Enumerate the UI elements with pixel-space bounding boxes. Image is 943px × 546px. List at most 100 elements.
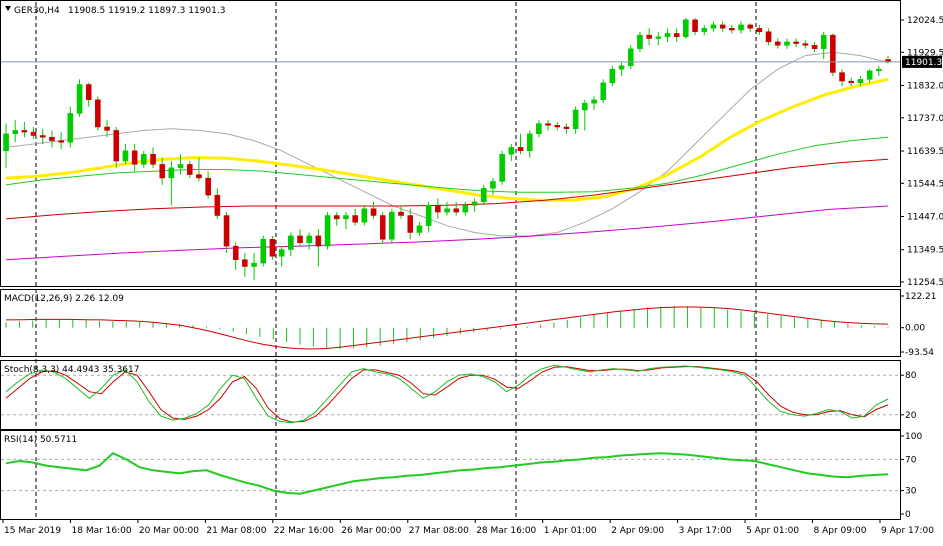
candle-body (398, 211, 404, 216)
symbol-label: GER30,H4 (14, 6, 60, 16)
stoch-panel-frame (0, 360, 901, 430)
candle-body (591, 99, 597, 104)
rsi-indicator: 100 70 30 0 (1, 432, 922, 520)
candle-body (710, 24, 717, 29)
candle-body (324, 215, 331, 247)
candle-body (637, 34, 643, 49)
stoch-tick-label: 80 (905, 371, 917, 381)
macd-signal-line (5, 306, 889, 350)
candle-body (719, 24, 726, 29)
price-tick-label: 11737.0 (907, 114, 943, 124)
x-tick-label: 9 Apr 17:00 (881, 526, 934, 536)
candle-body (352, 215, 358, 223)
candle-body (223, 215, 230, 247)
rsi-tick-label: 30 (905, 487, 917, 497)
moving-average-line (5, 51, 889, 237)
x-tick-label: 1 Apr 01:00 (544, 526, 597, 536)
x-tick-label: 3 Apr 17:00 (679, 526, 732, 536)
candle-body (471, 201, 478, 206)
stoch-tick-label: 20 (905, 411, 917, 421)
candle-body (517, 147, 524, 152)
rsi-tick-label: 0 (905, 510, 911, 520)
candle-body (288, 235, 294, 250)
candle-body (12, 130, 19, 135)
candle-body (315, 235, 322, 247)
candle-body (802, 43, 809, 46)
candle-body (186, 164, 193, 175)
candle-body (122, 150, 129, 162)
candle-body (866, 70, 873, 80)
candle-body (627, 48, 634, 67)
candle-body (389, 211, 395, 240)
rsi-panel-frame (0, 430, 901, 520)
candle-body (646, 34, 652, 39)
candle-body (536, 123, 542, 135)
price-tick-label: 11254.5 (907, 278, 943, 288)
rsi-line (5, 452, 889, 495)
candle-body (765, 31, 772, 43)
candle-body (3, 133, 9, 152)
candle-body (774, 41, 781, 46)
candle-body (664, 33, 671, 38)
candle-body (490, 181, 496, 189)
candle-body (526, 133, 533, 152)
ohlc-values: 11908.5 11919.2 11897.3 11901.3 (68, 6, 225, 16)
x-tick-label: 18 Mar 16:00 (72, 526, 132, 536)
candle-body (784, 41, 790, 46)
candle-body (738, 24, 744, 31)
candle-body (232, 245, 239, 260)
candle-body (131, 150, 138, 165)
candle-body (85, 84, 92, 101)
candle-body (756, 28, 763, 32)
x-tick-label: 21 Mar 08:00 (206, 526, 266, 536)
candle-body (453, 208, 460, 213)
candle-body (297, 235, 303, 243)
candle-body (563, 126, 570, 129)
price-tick-label: 12024.5 (907, 16, 943, 26)
x-tick-label: 2 Apr 09:00 (611, 526, 664, 536)
candle-body (416, 225, 423, 233)
candle-body (306, 235, 313, 243)
candle-body (499, 153, 505, 182)
candle-body (820, 34, 827, 49)
candle-body (150, 153, 156, 165)
price-tick-label: 11929.5 (907, 48, 943, 58)
candle-body (407, 215, 414, 233)
candle-body (701, 28, 708, 32)
candle-body (545, 123, 551, 126)
rsi-label: RSI(14) 50.5711 (4, 435, 77, 445)
candle-body (857, 79, 864, 84)
candle-body (876, 68, 882, 72)
candle-body (67, 113, 74, 143)
x-tick-label: 5 Apr 01:00 (746, 526, 799, 536)
candles (3, 18, 891, 281)
candle-body (95, 99, 101, 128)
candle-body (582, 102, 588, 111)
symbol-dropdown-icon[interactable] (5, 6, 11, 11)
candle-body (379, 215, 386, 240)
candle-body (361, 208, 368, 223)
x-tick-label: 22 Mar 16:00 (274, 526, 334, 536)
vertical-grid-lines (35, 2, 757, 518)
candle-body (214, 194, 221, 216)
candle-body (618, 65, 625, 70)
rsi-tick-label: 100 (905, 432, 922, 442)
candle-body (49, 136, 55, 141)
candle-body (683, 19, 689, 38)
candle-body (425, 205, 432, 226)
candle-body (21, 130, 28, 133)
candle-body (793, 41, 799, 44)
candle-body (113, 130, 120, 162)
candle-body (462, 205, 469, 213)
candle-body (76, 84, 83, 114)
price-axis: 12024.5 11929.5 11832.0 11737.0 11639.5 11544… (900, 16, 943, 288)
price-tick-label: 11349.5 (907, 246, 943, 256)
x-axis: 15 Mar 2019 18 Mar 16:00 20 Mar 00:00 21 Ma… (2, 519, 934, 536)
candle-body (609, 68, 616, 84)
candle-body (370, 208, 377, 216)
moving-average-line (5, 77, 889, 202)
candle-body (196, 174, 202, 179)
candle-body (600, 82, 607, 101)
candle-body (839, 72, 845, 82)
